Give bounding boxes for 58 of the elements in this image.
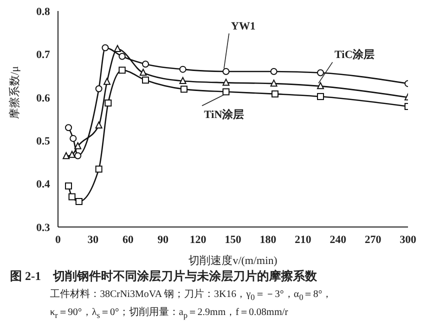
y-tick-label: 0.8 [36, 6, 50, 18]
point [74, 152, 82, 160]
point [270, 68, 278, 75]
point [140, 68, 147, 76]
point [104, 78, 110, 85]
point [179, 66, 186, 73]
point [180, 86, 188, 93]
series-label: TiN涂层 [204, 108, 244, 121]
x-tick-label: 150 [224, 234, 242, 246]
text: 图 2-1 切削钢件时不同涂层刀片与未涂层刀片的摩擦系数 [10, 268, 317, 285]
y-tick-label: 0.7 [36, 49, 50, 62]
point [62, 152, 70, 160]
point [102, 44, 109, 52]
y-tick-label: 0.6 [36, 92, 50, 104]
point [114, 45, 121, 52]
x-tick-label: 30 [88, 234, 99, 246]
x-tick-label: 0 [55, 234, 62, 246]
point [118, 66, 126, 74]
y-tick-label: 0.5 [36, 136, 50, 148]
point [118, 52, 126, 60]
x-tick-label: 180 [260, 234, 277, 246]
point [68, 150, 76, 158]
point [317, 82, 324, 90]
point [222, 88, 230, 96]
point [76, 198, 82, 206]
point [222, 68, 230, 75]
text: 工件材料：38CrNi3MoVA 钢；刀片：3K16，γ$_{0}$＝－3°，α$_{0}$＝8°， [50, 288, 332, 302]
point [65, 124, 72, 132]
point [70, 134, 77, 142]
x-tick-label: 210 [294, 234, 312, 246]
point [179, 76, 186, 84]
y-tick-label: 0.3 [36, 222, 50, 234]
x-tick-label: 90 [158, 234, 169, 246]
x-axis-title: 切削速度v/(m/min) [188, 254, 278, 267]
point [272, 90, 278, 98]
point [222, 78, 230, 86]
text: κ$_{r}$＝90°，λ$_{s}$＝0°；切削用量：a$_{p}$＝2.9mm，f＝0.08mm/r [50, 306, 288, 320]
point [104, 100, 112, 107]
point [74, 142, 82, 150]
point [317, 93, 324, 100]
x-tick-label: 120 [190, 234, 207, 246]
text: YW1 [231, 20, 256, 32]
point [95, 121, 102, 128]
x-tick-label: 60 [122, 234, 134, 246]
point [270, 80, 278, 87]
point [95, 85, 102, 92]
x-tick-label: 240 [330, 234, 347, 246]
text: TiC涂层 [334, 48, 375, 62]
point [68, 193, 76, 200]
x-tick-label: 300 [400, 234, 417, 246]
x-tick-label: 270 [364, 234, 382, 246]
point [317, 69, 324, 76]
point [142, 60, 149, 68]
point [95, 166, 102, 173]
point [142, 76, 149, 84]
y-tick-label: 0.4 [36, 178, 50, 191]
y-axis-title: 摩擦系数/μ [8, 66, 21, 119]
point [65, 182, 72, 190]
